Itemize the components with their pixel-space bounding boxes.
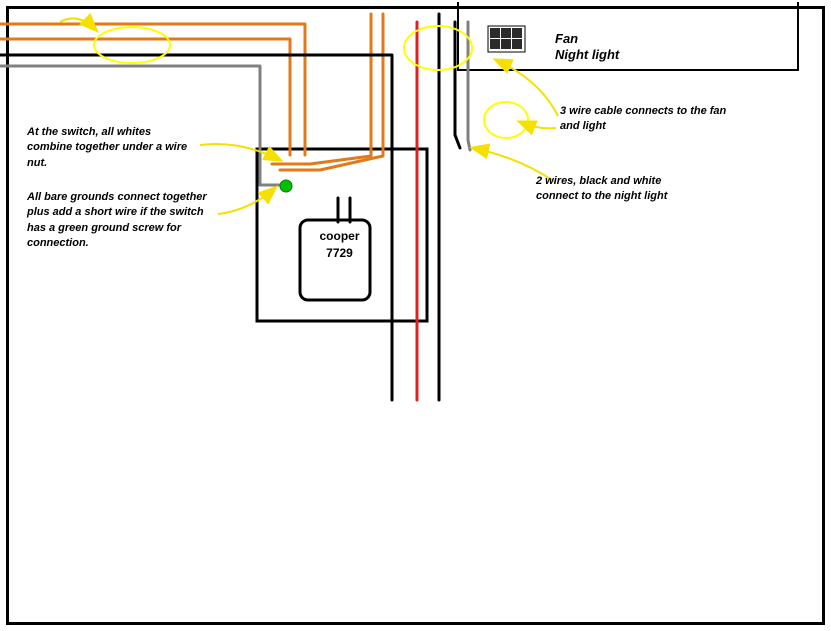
- wiring-svg: [0, 0, 831, 631]
- two-wire-note: 2 wires, black and white connect to the …: [536, 174, 706, 205]
- diagram-canvas: Fan Night light 3 wire cable connects to…: [0, 0, 831, 631]
- grounds-note: All bare grounds connect together plus a…: [27, 190, 212, 252]
- switch-model-label: cooper 7729: [312, 228, 367, 262]
- three-wire-note: 3 wire cable connects to the fan and lig…: [560, 104, 740, 135]
- whites-note: At the switch, all whites combine togeth…: [27, 125, 197, 171]
- night-light-label: Night light: [555, 46, 685, 64]
